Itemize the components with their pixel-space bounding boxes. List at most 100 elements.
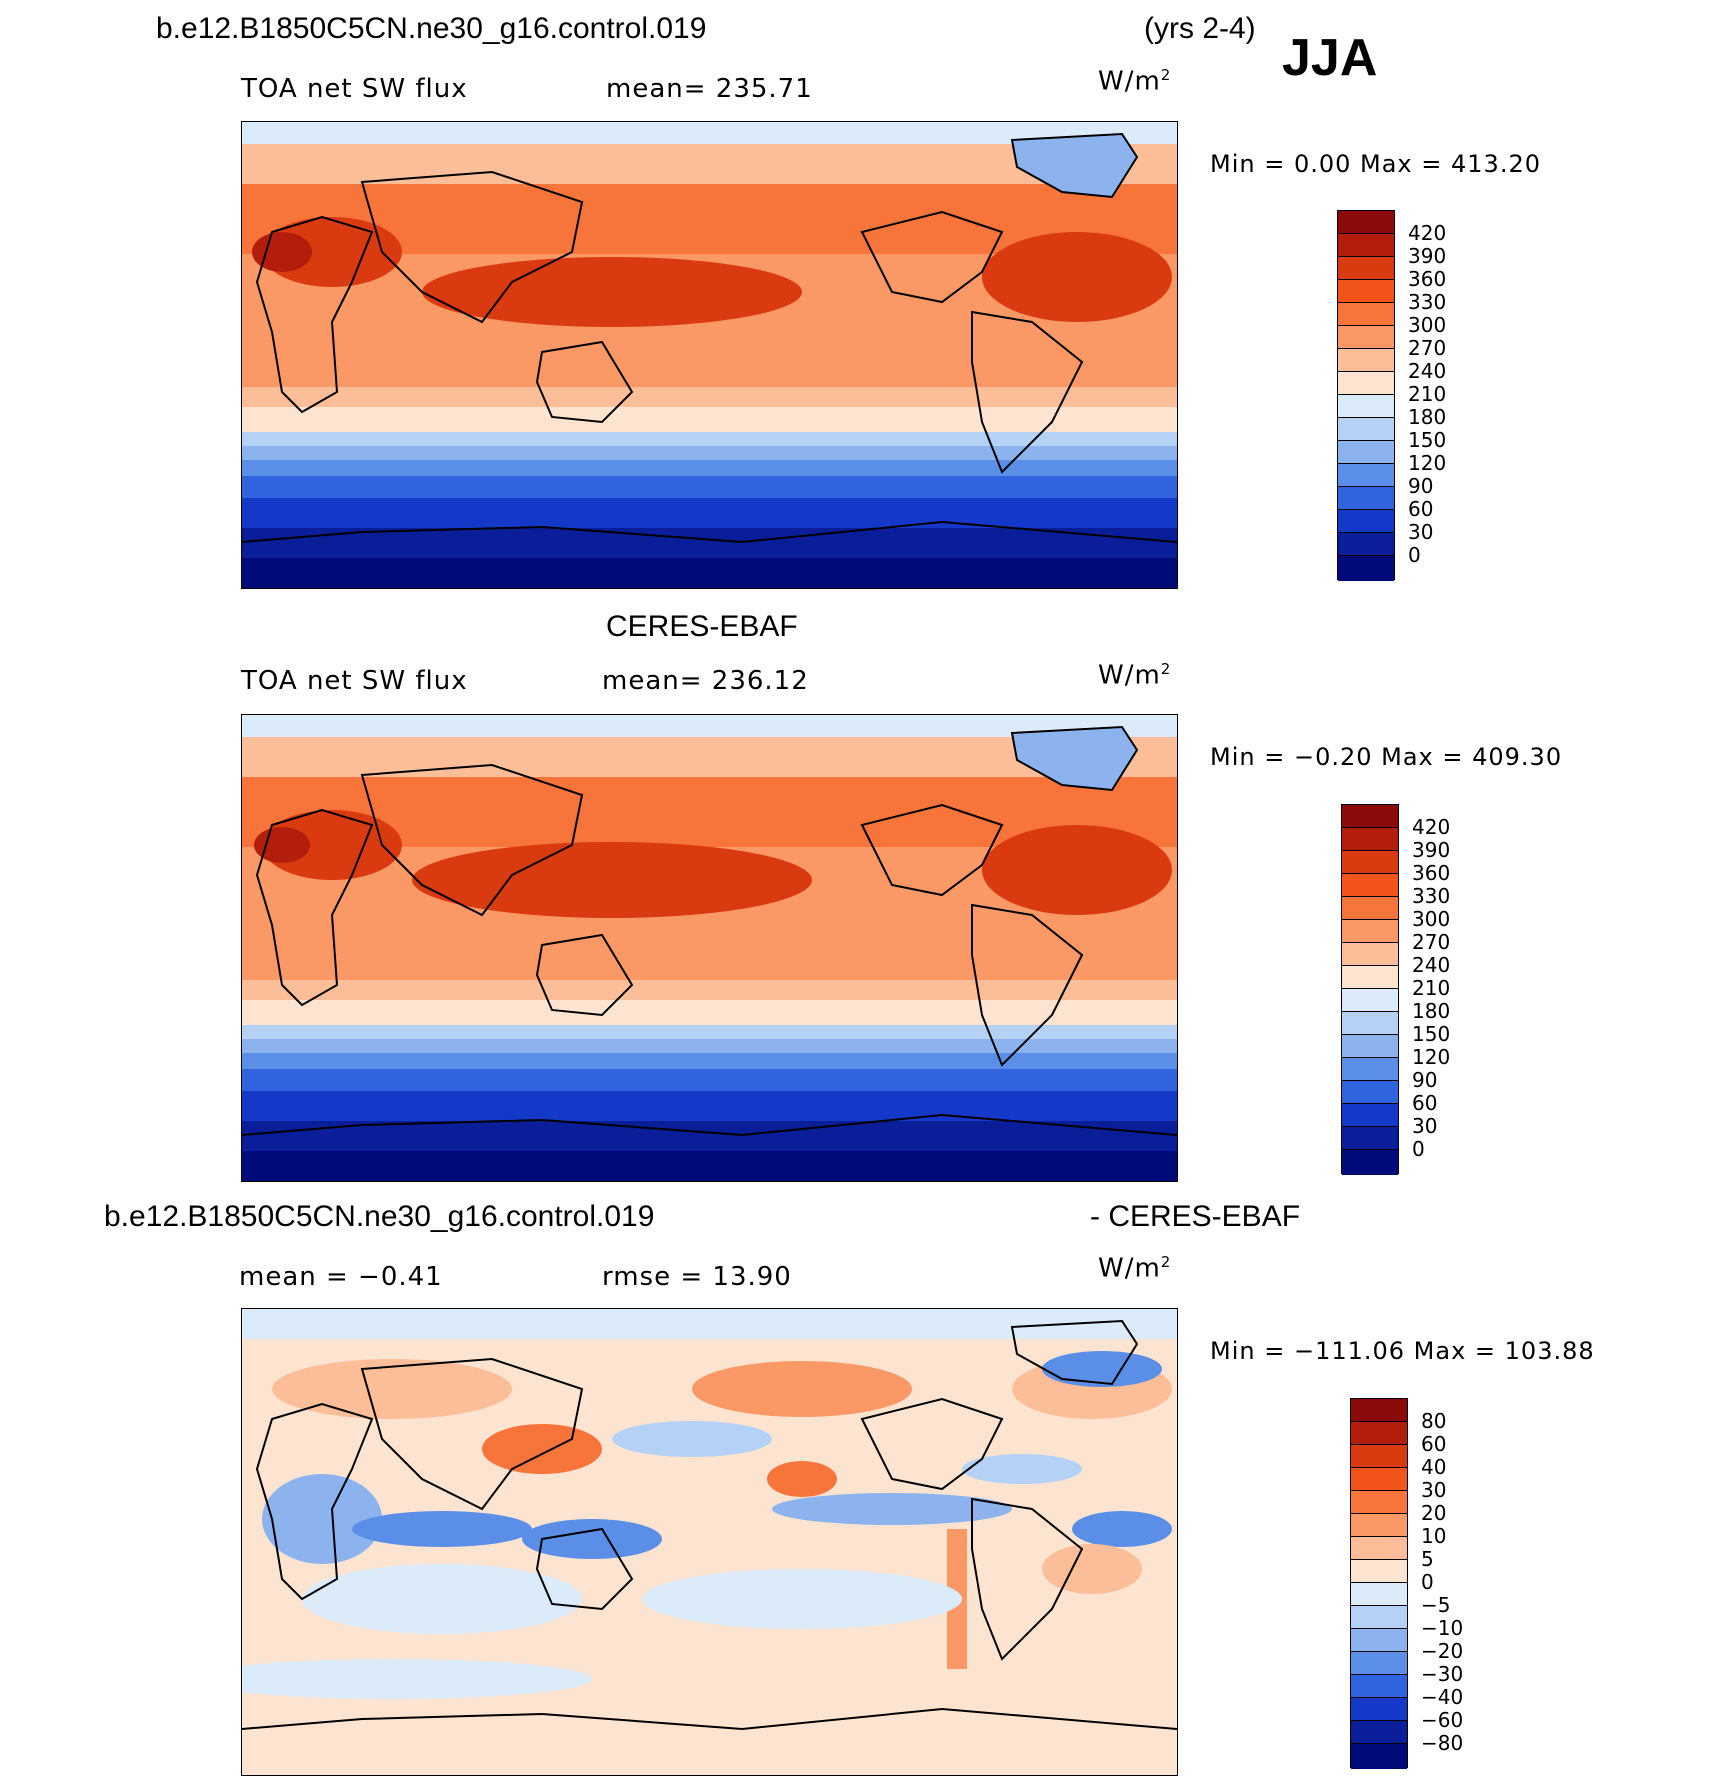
panel2-colorbar-swatch (1342, 1150, 1398, 1175)
panel2-colorbar-swatch (1342, 874, 1398, 897)
panel3-units: W/m2 (1098, 1253, 1172, 1284)
colorbar-tick: 150 (1408, 428, 1447, 452)
panel3-minmax: Min = −111.06 Max = 103.88 (1210, 1337, 1595, 1365)
panel2-colorbar-swatch (1342, 828, 1398, 851)
colorbar-tick: 300 (1408, 313, 1447, 337)
panel2-colorbar-swatch (1342, 989, 1398, 1012)
colorbar-tick: 180 (1408, 405, 1447, 429)
panel2-field: TOA net SW flux (241, 666, 468, 696)
colorbar-tick: 390 (1408, 244, 1447, 268)
panel2-minmax: Min = −0.20 Max = 409.30 (1210, 743, 1563, 771)
colorbar-tick: 30 (1412, 1114, 1438, 1138)
panel2-mean: mean= 236.12 (602, 666, 809, 696)
colorbar-tick: 90 (1412, 1068, 1438, 1092)
panel3-colorbar-swatch (1351, 1721, 1407, 1744)
panel1-colorbar-swatch (1338, 556, 1394, 581)
colorbar-tick: 240 (1408, 359, 1447, 383)
years-label: (yrs 2-4) (1144, 12, 1256, 45)
panel3-rmse: rmse = 13.90 (602, 1262, 792, 1292)
colorbar-tick: −10 (1421, 1616, 1464, 1640)
colorbar-tick: 150 (1412, 1022, 1451, 1046)
panel3-map (241, 1308, 1178, 1776)
colorbar-tick: 360 (1408, 267, 1447, 291)
panel3-colorbar-swatch (1351, 1537, 1407, 1560)
panel3-colorbar-swatch (1351, 1399, 1407, 1422)
panel1-colorbar (1337, 210, 1395, 581)
colorbar-tick: −40 (1421, 1685, 1464, 1709)
colorbar-tick: 180 (1412, 999, 1451, 1023)
colorbar-tick: 30 (1421, 1478, 1447, 1502)
panel3-colorbar-swatch (1351, 1468, 1407, 1491)
colorbar-tick: 330 (1412, 884, 1451, 908)
colorbar-tick: 10 (1421, 1524, 1447, 1548)
panel2-colorbar-swatch (1342, 1012, 1398, 1035)
colorbar-tick: 270 (1412, 930, 1451, 954)
panel1-colorbar-swatch (1338, 234, 1394, 257)
colorbar-tick: 0 (1412, 1137, 1425, 1161)
panel3-title-right: - CERES-EBAF (1090, 1200, 1301, 1233)
colorbar-tick: 120 (1408, 451, 1447, 475)
panel1-colorbar-swatch (1338, 395, 1394, 418)
colorbar-tick: 80 (1421, 1409, 1447, 1433)
colorbar-tick: 210 (1408, 382, 1447, 406)
colorbar-tick: −30 (1421, 1662, 1464, 1686)
model-title: b.e12.B1850C5CN.ne30_g16.control.019 (156, 12, 707, 45)
panel1-colorbar-swatch (1338, 303, 1394, 326)
colorbar-tick: −80 (1421, 1731, 1464, 1755)
colorbar-tick: 60 (1412, 1091, 1438, 1115)
panel1-colorbar-swatch (1338, 257, 1394, 280)
panel1-colorbar-swatch (1338, 326, 1394, 349)
panel3-colorbar-swatch (1351, 1583, 1407, 1606)
colorbar-tick: −5 (1421, 1593, 1451, 1617)
colorbar-tick: 120 (1412, 1045, 1451, 1069)
panel3-colorbar-swatch (1351, 1422, 1407, 1445)
panel2-colorbar-swatch (1342, 1058, 1398, 1081)
panel3-title: b.e12.B1850C5CN.ne30_g16.control.019 (104, 1200, 655, 1233)
colorbar-tick: 360 (1412, 861, 1451, 885)
panel2-colorbar-swatch (1342, 1035, 1398, 1058)
panel2-colorbar (1341, 804, 1399, 1175)
colorbar-tick: 0 (1408, 543, 1421, 567)
panel2-colorbar-swatch (1342, 943, 1398, 966)
panel3-colorbar-swatch (1351, 1560, 1407, 1583)
colorbar-tick: 420 (1412, 815, 1451, 839)
colorbar-tick: 420 (1408, 221, 1447, 245)
panel2-colorbar-swatch (1342, 897, 1398, 920)
season-label: JJA (1282, 29, 1378, 87)
panel3-colorbar-swatch (1351, 1652, 1407, 1675)
panel3-colorbar (1350, 1398, 1408, 1769)
colorbar-tick: 210 (1412, 976, 1451, 1000)
panel1-colorbar-swatch (1338, 280, 1394, 303)
colorbar-tick: 20 (1421, 1501, 1447, 1525)
panel1-field: TOA net SW flux (241, 74, 468, 104)
panel1-minmax: Min = 0.00 Max = 413.20 (1210, 150, 1541, 178)
panel2-title: CERES-EBAF (606, 610, 798, 643)
panel2-map (241, 714, 1178, 1182)
colorbar-tick: 60 (1408, 497, 1434, 521)
panel3-colorbar-swatch (1351, 1514, 1407, 1537)
colorbar-tick: −20 (1421, 1639, 1464, 1663)
panel1-colorbar-swatch (1338, 349, 1394, 372)
colorbar-tick: 330 (1408, 290, 1447, 314)
panel2-colorbar-swatch (1342, 1127, 1398, 1150)
panel3-colorbar-swatch (1351, 1606, 1407, 1629)
panel3-colorbar-swatch (1351, 1698, 1407, 1721)
panel2-colorbar-swatch (1342, 966, 1398, 989)
panel2-colorbar-swatch (1342, 1104, 1398, 1127)
panel2-colorbar-swatch (1342, 805, 1398, 828)
panel2-colorbar-swatch (1342, 1081, 1398, 1104)
panel1-colorbar-swatch (1338, 372, 1394, 395)
panel1-colorbar-swatch (1338, 441, 1394, 464)
panel1-colorbar-swatch (1338, 464, 1394, 487)
panel2-colorbar-swatch (1342, 851, 1398, 874)
colorbar-tick: 30 (1408, 520, 1434, 544)
panel1-colorbar-swatch (1338, 533, 1394, 556)
colorbar-tick: 40 (1421, 1455, 1447, 1479)
panel1-colorbar-swatch (1338, 510, 1394, 533)
colorbar-tick: 390 (1412, 838, 1451, 862)
panel2-colorbar-swatch (1342, 920, 1398, 943)
panel3-colorbar-swatch (1351, 1629, 1407, 1652)
panel1-colorbar-swatch (1338, 487, 1394, 510)
panel1-units: W/m2 (1098, 66, 1172, 97)
colorbar-tick: 240 (1412, 953, 1451, 977)
